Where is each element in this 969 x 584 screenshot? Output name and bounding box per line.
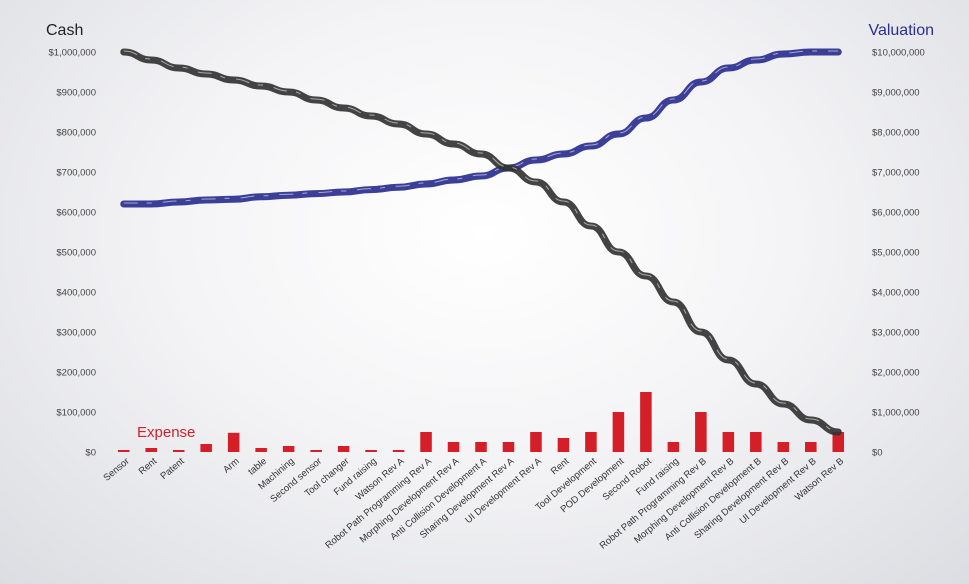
left-tick-label: $300,000 [56, 328, 96, 339]
expense-bar [117, 450, 130, 452]
expense-bar [255, 448, 267, 452]
left-tick-label: $600,000 [56, 208, 96, 219]
expense-bar [585, 432, 597, 452]
category-label: Patent [159, 456, 187, 482]
expense-bar [145, 448, 157, 452]
left-tick-label: $1,000,000 [48, 48, 96, 59]
cash-line [120, 48, 842, 436]
right-tick-label: $1,000,000 [872, 408, 920, 419]
expense-bar [530, 432, 542, 452]
right-tick-label: $8,000,000 [872, 128, 920, 139]
right-tick-label: $6,000,000 [872, 208, 920, 219]
valuation-line-texture [123, 50, 839, 204]
right-tick-label: $7,000,000 [872, 168, 920, 179]
left-tick-label: $100,000 [56, 408, 96, 419]
right-tick-label: $5,000,000 [872, 248, 920, 259]
valuation-axis-title: Valuation [868, 22, 934, 39]
left-tick-label: $700,000 [56, 168, 96, 179]
expense-bar [475, 442, 487, 452]
expense-bar [172, 450, 185, 452]
expense-bar [282, 446, 295, 452]
category-label: Rent [549, 456, 572, 478]
expense-bar [612, 412, 625, 452]
left-tick-label: $400,000 [56, 288, 96, 299]
right-axis-ticks: $0 $1,000,000 $2,000,000 $3,000,000 $4,000,0… [872, 48, 925, 459]
left-axis-ticks: $0 $100,000 $200,000 $300,000 $400,000 $500,0… [48, 48, 96, 459]
right-tick-label: $10,000,000 [872, 48, 925, 59]
expense-bar [392, 450, 405, 452]
expense-bar [447, 442, 460, 452]
expense-bar [777, 442, 790, 452]
valuation-line [120, 48, 842, 208]
expense-bar [365, 450, 377, 452]
expense-bar [750, 432, 762, 452]
expense-bar [722, 432, 735, 452]
category-label: Rent [137, 456, 160, 478]
expense-bar [502, 442, 515, 452]
right-tick-label: $4,000,000 [872, 288, 920, 299]
left-tick-label: $900,000 [56, 88, 96, 99]
left-tick-label: $500,000 [56, 248, 96, 259]
right-tick-label: $2,000,000 [872, 368, 920, 379]
expense-bar [420, 432, 432, 452]
category-label: Arm [221, 456, 241, 476]
series-lines [120, 48, 842, 436]
right-tick-label: $3,000,000 [872, 328, 920, 339]
left-tick-label: $800,000 [56, 128, 96, 139]
expense-bar [310, 450, 322, 452]
expense-bar [667, 442, 680, 452]
expense-bars [117, 392, 845, 452]
category-label: table [246, 456, 269, 478]
expense-bar [337, 446, 350, 452]
right-tick-label: $9,000,000 [872, 88, 920, 99]
expense-bar [695, 412, 707, 452]
expense-bar [200, 444, 212, 452]
cash-axis-title: Cash [46, 22, 83, 39]
category-label: Sensor [102, 456, 132, 484]
expense-label: Expense [137, 424, 195, 441]
expense-bar [557, 438, 570, 452]
expense-bar [805, 442, 817, 452]
expense-bar [227, 432, 240, 452]
cash-line-texture [123, 50, 839, 432]
left-tick-label: $0 [85, 448, 96, 459]
expense-bar [640, 392, 652, 452]
left-tick-label: $200,000 [56, 368, 96, 379]
category-label: Watson Rev B [793, 456, 846, 503]
expense-bar [832, 432, 845, 452]
category-labels: Sensor Rent Patent Arm tableMachiningSecond … [102, 455, 847, 551]
right-tick-label: $0 [872, 448, 883, 459]
